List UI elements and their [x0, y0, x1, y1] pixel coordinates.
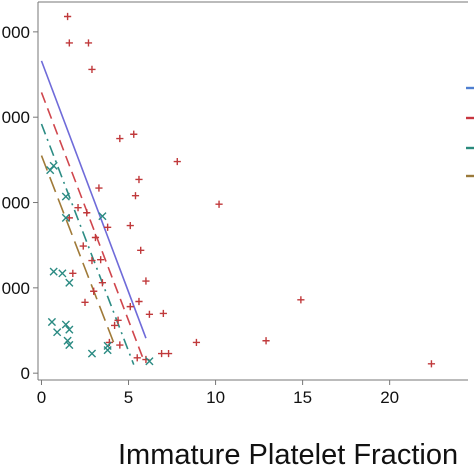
- y-tick-label: 000: [2, 194, 30, 213]
- data-point-plus: [158, 349, 166, 358]
- data-point-plus: [142, 277, 150, 285]
- data-point-plus: [262, 337, 270, 345]
- data-point-plus: [110, 321, 119, 329]
- x-tick-label: 20: [380, 388, 399, 407]
- data-point-plus: [126, 303, 134, 311]
- data-point-cross: [145, 357, 154, 366]
- data-point-plus: [63, 12, 72, 21]
- fit-line-2: [40, 92, 144, 358]
- data-point-plus: [79, 242, 87, 250]
- data-point-cross: [58, 269, 67, 278]
- data-point-cross: [53, 328, 62, 337]
- data-point-cross: [61, 192, 70, 201]
- data-point-plus: [84, 39, 93, 47]
- data-point-cross: [103, 346, 112, 355]
- x-tick-label: 15: [293, 388, 312, 407]
- data-point-cross: [65, 340, 74, 350]
- data-point-cross: [61, 213, 70, 222]
- x-axis-title: Immature Platelet Fraction: [118, 439, 458, 471]
- data-point-plus: [95, 184, 103, 192]
- data-point-plus: [135, 297, 143, 306]
- data-point-cross: [98, 212, 107, 221]
- y-tick-label: 000: [2, 108, 30, 127]
- data-point-plus: [159, 309, 167, 318]
- data-point-plus: [116, 134, 124, 143]
- data-point-cross: [61, 320, 70, 329]
- data-point-plus: [65, 214, 73, 222]
- data-point-cross: [87, 349, 97, 358]
- data-point-plus: [427, 360, 436, 368]
- data-point-cross: [46, 166, 55, 175]
- data-point-cross: [65, 325, 74, 334]
- data-point-plus: [116, 341, 124, 349]
- fit-line-3: [40, 123, 135, 365]
- data-point-plus: [133, 354, 141, 362]
- data-point-plus: [173, 157, 181, 166]
- data-point-plus: [164, 349, 173, 358]
- data-point-cross: [49, 267, 58, 276]
- y-tick-label: 000: [2, 279, 30, 298]
- data-point-plus: [69, 269, 77, 277]
- data-point-plus: [88, 256, 96, 265]
- y-tick-label: 0: [21, 364, 30, 383]
- fit-line-4: [40, 155, 116, 346]
- data-point-plus: [90, 287, 98, 295]
- y-tick-label: 000: [2, 23, 30, 42]
- data-point-plus: [104, 223, 112, 231]
- data-point-cross: [63, 336, 72, 345]
- data-point-cross: [65, 278, 74, 287]
- data-point-plus: [145, 310, 154, 318]
- data-point-plus: [98, 279, 107, 287]
- data-point-plus: [83, 209, 91, 217]
- data-point-plus: [97, 256, 105, 264]
- fit-line-1: [40, 60, 147, 339]
- data-point-plus: [297, 296, 305, 304]
- data-point-plus: [91, 233, 100, 242]
- data-point-plus: [88, 65, 96, 74]
- data-point-plus: [215, 200, 223, 208]
- data-point-plus: [126, 221, 134, 230]
- x-tick-label: 10: [206, 388, 225, 407]
- data-point-plus: [65, 39, 73, 47]
- data-point-plus: [130, 130, 138, 138]
- data-point-plus: [114, 316, 122, 324]
- data-point-plus: [81, 298, 89, 306]
- data-point-plus: [192, 338, 201, 347]
- data-point-cross: [47, 317, 57, 327]
- data-point-plus: [137, 246, 145, 254]
- data-point-plus: [74, 204, 82, 212]
- data-point-plus: [131, 192, 140, 200]
- data-point-plus: [135, 175, 143, 184]
- x-tick-label: 0: [37, 388, 46, 407]
- x-tick-label: 5: [124, 388, 133, 407]
